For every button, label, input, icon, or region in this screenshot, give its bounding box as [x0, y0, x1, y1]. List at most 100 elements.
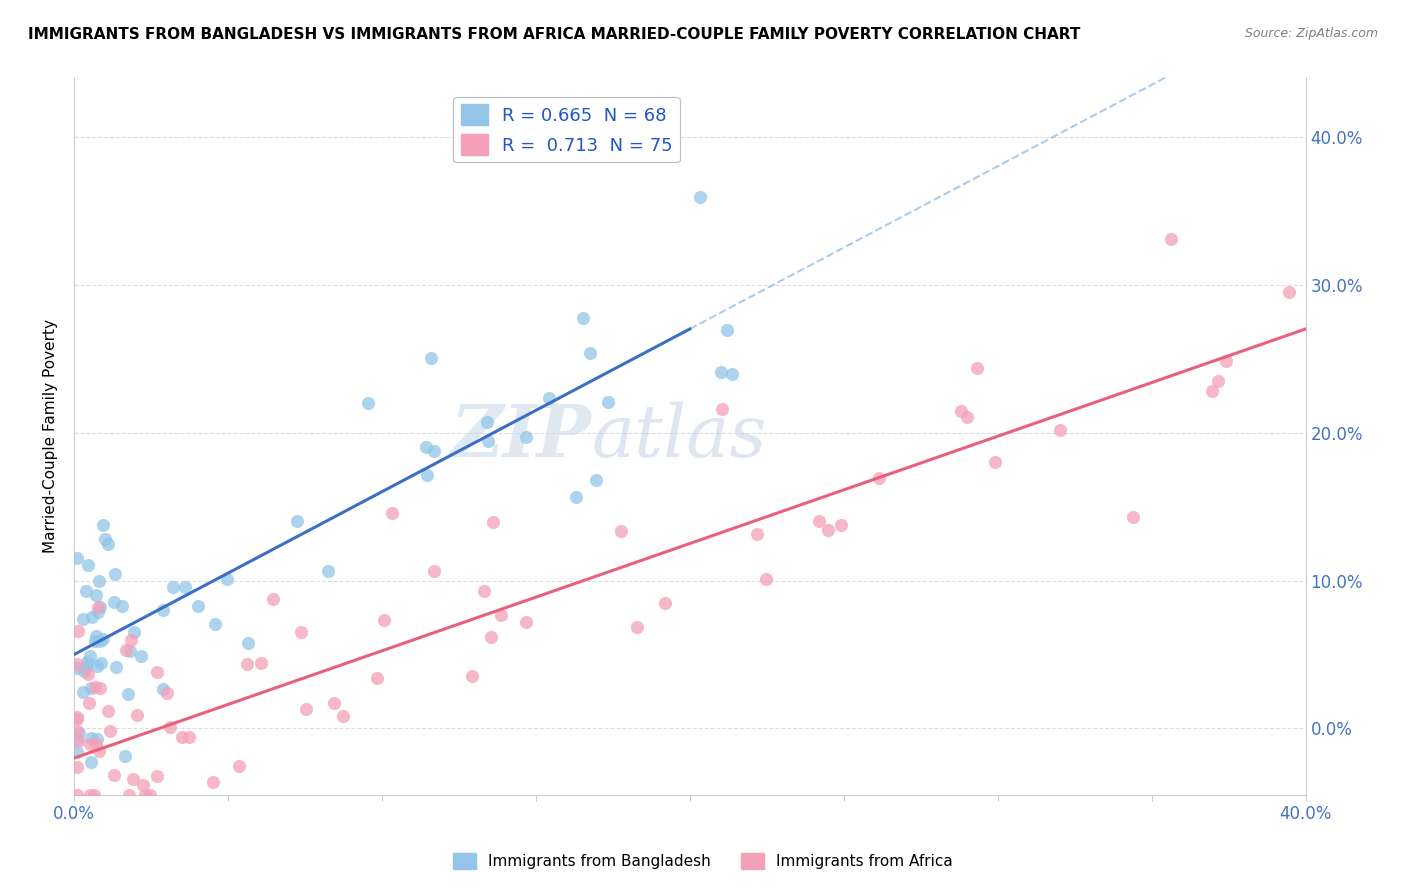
Point: [66, 550, 89, 565]
Point: [146, 769, 169, 783]
Point: [332, 709, 354, 723]
Point: [745, 527, 768, 541]
Point: [187, 599, 209, 614]
Point: [84, 680, 107, 694]
Point: [721, 367, 744, 381]
Point: [204, 617, 226, 632]
Point: [66, 657, 89, 671]
Point: [66, 745, 89, 759]
Point: [654, 596, 676, 610]
Point: [97, 537, 120, 551]
Point: [103, 767, 125, 781]
Point: [86, 629, 108, 643]
Point: [290, 624, 312, 639]
Point: [83, 788, 105, 802]
Point: [984, 455, 1007, 469]
Point: [572, 311, 595, 326]
Point: [1278, 285, 1301, 299]
Point: [90, 656, 112, 670]
Text: IMMIGRANTS FROM BANGLADESH VS IMMIGRANTS FROM AFRICA MARRIED-COUPLE FAMILY POVER: IMMIGRANTS FROM BANGLADESH VS IMMIGRANTS…: [28, 27, 1080, 42]
Point: [66, 788, 89, 802]
Point: [173, 580, 195, 594]
Point: [152, 603, 174, 617]
Point: [146, 665, 169, 679]
Point: [515, 615, 537, 629]
Point: [1206, 374, 1229, 388]
Point: [66, 759, 89, 773]
Point: [98, 723, 121, 738]
Point: [807, 514, 830, 528]
Point: [373, 613, 395, 627]
Point: [115, 643, 138, 657]
Point: [127, 708, 149, 723]
Point: [461, 669, 484, 683]
Point: [1160, 232, 1182, 246]
Point: [1201, 384, 1223, 398]
Point: [949, 404, 972, 418]
Point: [475, 415, 498, 429]
Point: [117, 687, 139, 701]
Point: [134, 788, 156, 802]
Point: [477, 434, 499, 449]
Point: [250, 656, 273, 670]
Point: [830, 517, 852, 532]
Point: [87, 599, 110, 614]
Point: [66, 723, 89, 738]
Point: [122, 772, 145, 786]
Point: [380, 506, 402, 520]
Point: [103, 594, 125, 608]
Point: [79, 737, 101, 751]
Point: [84, 634, 107, 648]
Point: [118, 788, 141, 802]
Point: [235, 657, 257, 671]
Point: [481, 516, 503, 530]
Point: [120, 632, 142, 647]
Point: [966, 360, 988, 375]
Point: [67, 624, 90, 638]
Point: [515, 430, 537, 444]
Point: [956, 409, 979, 424]
Point: [80, 755, 103, 769]
Point: [228, 759, 250, 773]
Point: [80, 731, 103, 746]
Point: [110, 599, 132, 614]
Point: [170, 730, 193, 744]
Point: [86, 731, 108, 746]
Point: [89, 600, 111, 615]
Point: [626, 620, 648, 634]
Point: [89, 634, 111, 648]
Point: [1215, 353, 1237, 368]
Point: [139, 788, 162, 802]
Point: [489, 607, 512, 622]
Point: [66, 660, 89, 674]
Point: [131, 649, 153, 664]
Point: [87, 744, 110, 758]
Point: [76, 655, 98, 669]
Point: [97, 704, 120, 718]
Point: [80, 609, 103, 624]
Point: [710, 365, 733, 379]
Point: [710, 402, 733, 417]
Point: [77, 696, 100, 710]
Point: [366, 671, 388, 685]
Point: [537, 391, 560, 405]
Point: [152, 682, 174, 697]
Point: [66, 731, 89, 746]
Point: [87, 574, 110, 588]
Point: [201, 775, 224, 789]
Point: [77, 558, 100, 572]
Point: [415, 440, 437, 454]
Point: [1049, 423, 1071, 437]
Point: [87, 605, 110, 619]
Point: [596, 394, 619, 409]
Legend: R = 0.665  N = 68, R =  0.713  N = 75: R = 0.665 N = 68, R = 0.713 N = 75: [453, 97, 681, 162]
Point: [84, 737, 107, 751]
Point: [238, 636, 260, 650]
Point: [215, 573, 238, 587]
Point: [76, 667, 98, 681]
Point: [716, 323, 738, 337]
Text: atlas: atlas: [592, 401, 766, 472]
Point: [481, 630, 503, 644]
Point: [156, 686, 179, 700]
Point: [66, 713, 89, 727]
